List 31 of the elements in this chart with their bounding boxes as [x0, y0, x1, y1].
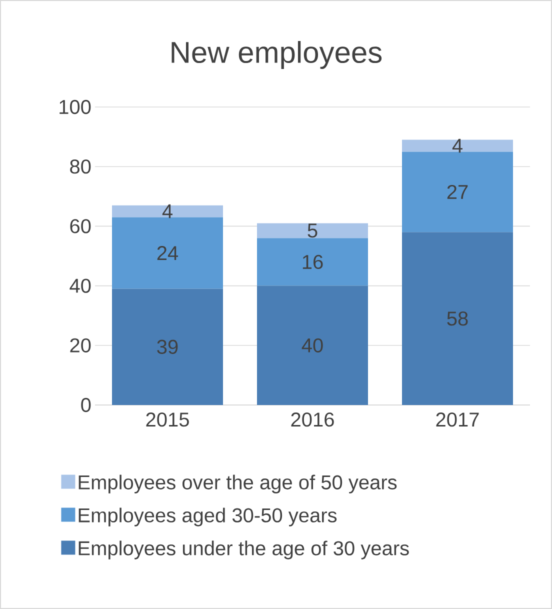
- bar: [112, 288, 223, 405]
- legend-label: Employees over the age of 50 years: [78, 474, 397, 494]
- y-tick-label: 60: [70, 219, 91, 234]
- data-label: 24: [157, 246, 178, 260]
- data-label: 16: [302, 254, 323, 270]
- data-label: 4: [162, 204, 172, 218]
- y-tick-label: 80: [70, 160, 91, 174]
- data-label: 39: [157, 340, 178, 354]
- x-tick-label: 2015: [146, 412, 189, 427]
- y-tick-label: 0: [81, 398, 91, 412]
- y-tick-label: 100: [60, 100, 91, 114]
- bar: [257, 238, 368, 286]
- data-label: 40: [302, 338, 323, 352]
- x-tick-label: 2016: [291, 412, 334, 427]
- bar: [402, 152, 514, 232]
- data-label: 27: [447, 184, 468, 199]
- y-tick-label: 40: [70, 278, 91, 293]
- bar: [257, 286, 368, 405]
- bar: [112, 217, 223, 289]
- bar: [112, 205, 223, 218]
- bar: [257, 223, 368, 238]
- x-tick-label: 2017: [436, 412, 479, 427]
- bar: [402, 232, 514, 405]
- y-tick-label: 20: [70, 338, 91, 352]
- bar: [402, 140, 514, 152]
- legend-label: Employees aged 30-50 years: [78, 508, 337, 526]
- chart-title: New employees: [172, 41, 382, 69]
- data-label: 5: [308, 224, 318, 238]
- legend-label: Employees under the age of 30 years: [78, 540, 409, 560]
- data-label: 58: [447, 311, 468, 326]
- data-label: 4: [452, 138, 462, 153]
